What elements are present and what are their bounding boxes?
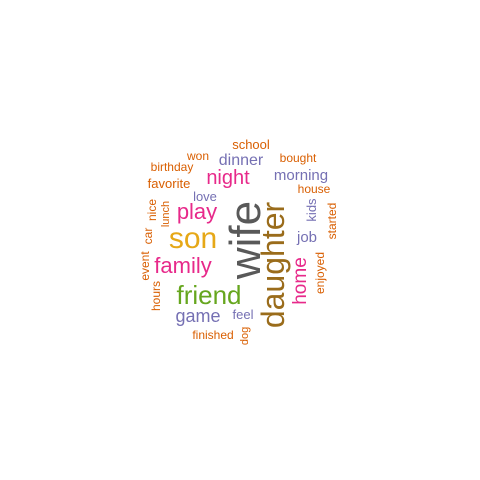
word-nice: nice <box>145 199 159 221</box>
word-home: home <box>290 257 311 305</box>
word-enjoyed: enjoyed <box>313 252 327 294</box>
word-dinner: dinner <box>219 152 264 169</box>
word-hours: hours <box>149 281 163 311</box>
word-daughter: daughter <box>255 201 291 328</box>
word-house: house <box>298 182 331 196</box>
word-birthday: birthday <box>151 160 194 174</box>
word-friend: friend <box>176 280 241 310</box>
word-kids: kids <box>304 198 319 222</box>
word-job: job <box>296 229 317 246</box>
word-school: school <box>232 137 270 152</box>
word-morning: morning <box>274 167 328 184</box>
word-son: son <box>169 222 217 255</box>
word-lunch: lunch <box>160 201 172 227</box>
word-play: play <box>177 199 217 224</box>
word-finished: finished <box>192 328 233 342</box>
word-event: event <box>138 251 152 281</box>
word-won: won <box>186 149 209 163</box>
word-wife: wife <box>221 201 270 280</box>
word-night: night <box>206 167 250 189</box>
word-favorite: favorite <box>148 176 191 191</box>
word-family: family <box>154 253 211 278</box>
word-game: game <box>175 306 220 326</box>
word-love: love <box>193 189 217 204</box>
word-dog: dog <box>239 327 251 345</box>
word-feel: feel <box>233 307 254 322</box>
word-car: car <box>141 228 155 245</box>
word-bought: bought <box>280 151 317 165</box>
word-started: started <box>325 203 339 240</box>
